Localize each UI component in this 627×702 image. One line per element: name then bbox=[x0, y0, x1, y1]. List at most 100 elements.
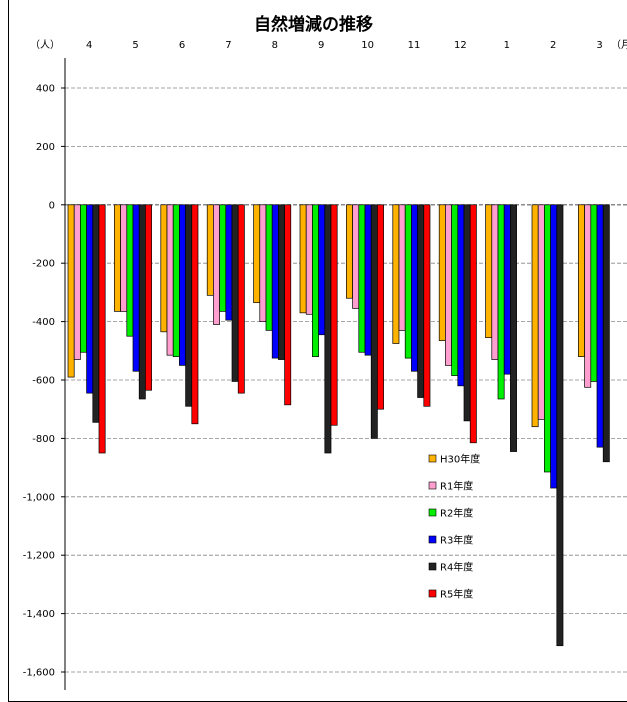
x-tick-label: 8 bbox=[272, 40, 278, 51]
bar bbox=[556, 204, 564, 647]
bar bbox=[550, 204, 558, 489]
y-tick-label: 200 bbox=[36, 142, 55, 153]
bar bbox=[138, 204, 146, 400]
bar bbox=[330, 204, 338, 426]
bar bbox=[398, 204, 406, 331]
bar bbox=[206, 204, 214, 296]
bar bbox=[67, 204, 75, 378]
bar bbox=[237, 204, 245, 394]
bar bbox=[590, 204, 598, 382]
bar bbox=[86, 204, 94, 394]
bar bbox=[145, 204, 152, 391]
bar bbox=[324, 204, 332, 454]
bar bbox=[259, 204, 267, 322]
bar bbox=[346, 204, 353, 299]
legend-swatch bbox=[428, 508, 437, 517]
legend-label: R4年度 bbox=[440, 561, 473, 574]
legend-swatch bbox=[428, 535, 437, 544]
bar bbox=[503, 204, 511, 375]
bar bbox=[120, 204, 128, 312]
bar bbox=[278, 204, 285, 360]
bar bbox=[584, 204, 592, 388]
bar bbox=[544, 204, 551, 473]
x-tick-label: 5 bbox=[132, 40, 138, 51]
y-tick-label: -600 bbox=[32, 376, 55, 387]
bar bbox=[469, 204, 477, 444]
bar bbox=[253, 204, 261, 303]
x-tick-label: 2 bbox=[550, 40, 556, 51]
bar bbox=[457, 204, 465, 387]
bar bbox=[417, 204, 425, 398]
bar bbox=[370, 204, 378, 439]
x-tick-label: 12 bbox=[454, 40, 467, 51]
bar bbox=[411, 204, 418, 372]
legend-swatch bbox=[428, 589, 437, 598]
bar bbox=[578, 204, 585, 357]
bar bbox=[166, 204, 174, 356]
y-tick-label: -400 bbox=[32, 317, 55, 328]
y-tick-label: -1,400 bbox=[23, 609, 55, 620]
x-tick-label: 1 bbox=[504, 40, 510, 51]
bar bbox=[358, 204, 366, 353]
legend-label: H30年度 bbox=[440, 453, 480, 466]
y-unit-label: （人） bbox=[30, 40, 60, 51]
bar bbox=[352, 204, 360, 309]
y-tick-label: -1,600 bbox=[23, 668, 55, 679]
x-axis-labels: 4 5 6 7 8 9 10 11 12 1 2 3 bbox=[86, 40, 603, 51]
bar bbox=[80, 204, 87, 353]
y-tick-label: -200 bbox=[32, 259, 55, 270]
chart-title: 自然増減の推移 bbox=[254, 15, 373, 35]
y-tick-label: 400 bbox=[36, 84, 55, 95]
legend-label: R2年度 bbox=[440, 507, 473, 520]
x-tick-label: 7 bbox=[225, 40, 231, 51]
y-tick-label: -1,200 bbox=[23, 551, 55, 562]
bar bbox=[160, 204, 168, 333]
bar bbox=[318, 204, 326, 336]
bar bbox=[438, 204, 446, 341]
bar bbox=[213, 204, 220, 325]
bar bbox=[219, 204, 227, 312]
bar bbox=[445, 204, 452, 366]
bar bbox=[73, 204, 81, 360]
bar bbox=[377, 204, 384, 410]
bar bbox=[537, 204, 545, 420]
bar bbox=[114, 204, 121, 312]
bar bbox=[404, 204, 412, 359]
bar bbox=[185, 204, 193, 407]
x-tick-label: 6 bbox=[179, 40, 185, 51]
bar bbox=[596, 204, 604, 448]
bar bbox=[126, 204, 134, 337]
x-tick-label: 3 bbox=[596, 40, 602, 51]
x-tick-label: 10 bbox=[361, 40, 374, 51]
legend-label: R5年度 bbox=[440, 588, 473, 601]
y-tick-label: -800 bbox=[32, 434, 55, 445]
bar bbox=[510, 204, 517, 452]
bar bbox=[602, 204, 610, 463]
bar bbox=[463, 204, 471, 422]
bar bbox=[179, 204, 186, 366]
bar bbox=[98, 204, 106, 454]
bar bbox=[491, 204, 499, 360]
x-tick-label: 4 bbox=[86, 40, 92, 51]
bar bbox=[497, 204, 505, 400]
bars bbox=[67, 204, 610, 647]
y-tick-label: 0 bbox=[49, 200, 55, 211]
x-tick-label: 9 bbox=[318, 40, 324, 51]
bar bbox=[132, 204, 140, 372]
x-tick-label: 11 bbox=[408, 40, 421, 51]
bar bbox=[92, 204, 100, 423]
bar bbox=[451, 204, 459, 376]
bar bbox=[392, 204, 400, 344]
y-axis: 400 200 0 -200 -400 -600 -800 -1,000 -1,200 -1,40… bbox=[23, 58, 66, 690]
legend: H30年度 R1年度 R2年度 R3年度 R4年度 R5年度 bbox=[428, 453, 480, 601]
bar bbox=[284, 204, 292, 406]
legend-label: R1年度 bbox=[440, 480, 473, 493]
bar bbox=[485, 204, 493, 339]
y-tick-label: -1,000 bbox=[23, 492, 55, 503]
bar bbox=[172, 204, 180, 357]
legend-swatch bbox=[428, 562, 437, 571]
bar bbox=[231, 204, 239, 382]
bar bbox=[225, 204, 233, 321]
bar bbox=[312, 204, 319, 357]
